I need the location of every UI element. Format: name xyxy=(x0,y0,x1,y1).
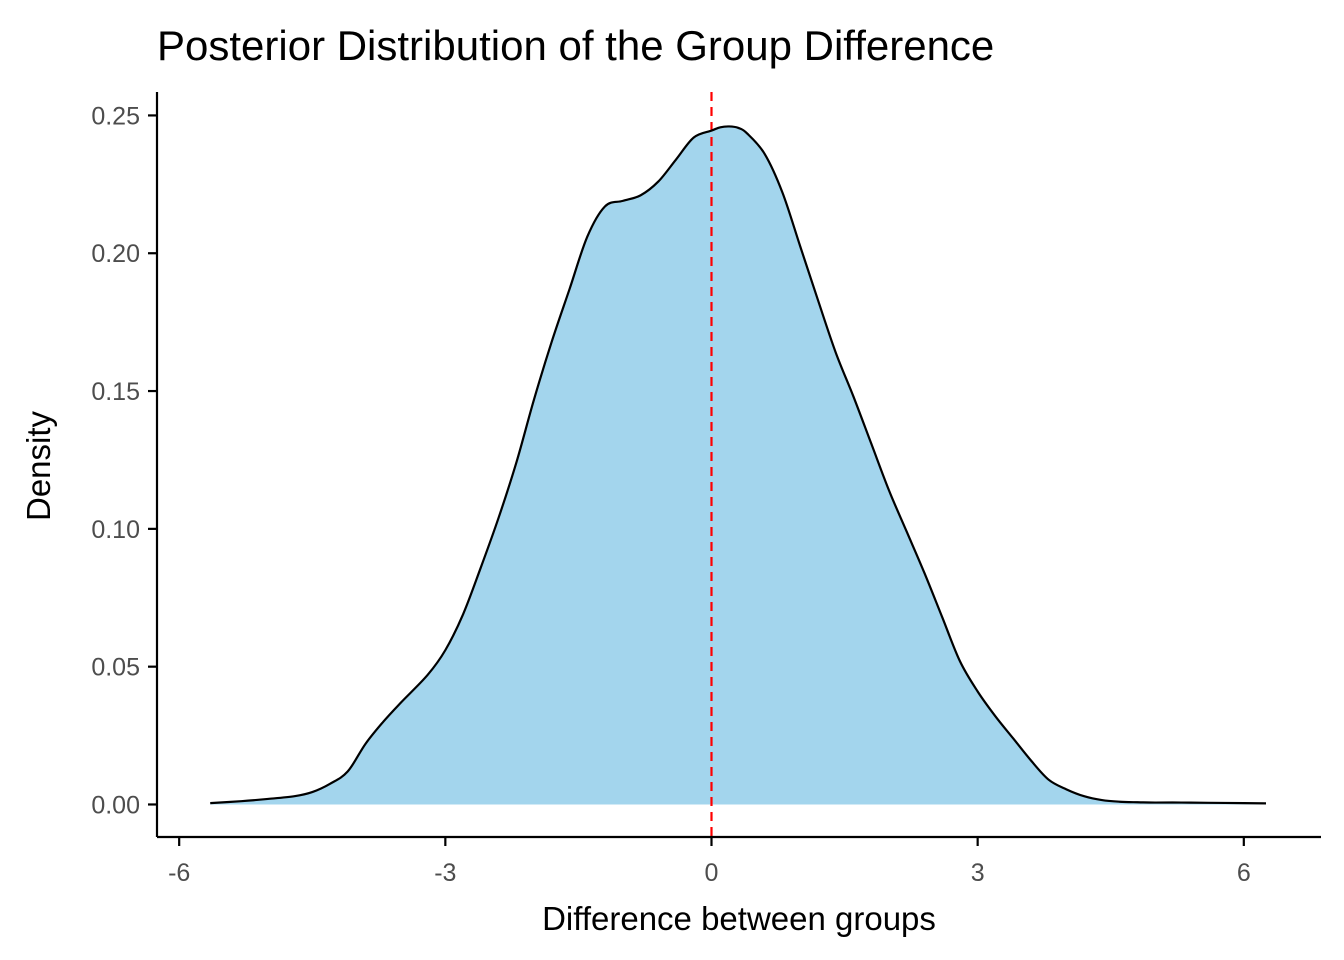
x-tick-label: 3 xyxy=(971,859,985,887)
plot-area xyxy=(210,92,1267,837)
chart-title: Posterior Distribution of the Group Diff… xyxy=(157,22,994,69)
density-curve xyxy=(210,125,1267,805)
x-ticks: -6 -3 0 3 6 xyxy=(168,837,1251,887)
x-axis-title: Difference between groups xyxy=(542,900,936,937)
y-tick-label: 0.25 xyxy=(91,102,140,130)
y-tick-label: 0.00 xyxy=(91,791,140,819)
y-ticks: 0.00 0.05 0.10 0.15 0.20 0.25 xyxy=(91,102,157,819)
y-tick-label: 0.20 xyxy=(91,240,140,268)
y-axis: 0.00 0.05 0.10 0.15 0.20 0.25 xyxy=(91,92,159,837)
x-tick-label: 6 xyxy=(1237,859,1251,887)
density-area xyxy=(210,126,1266,805)
x-axis: -6 -3 0 3 6 xyxy=(157,835,1321,887)
x-tick-label: -6 xyxy=(168,859,190,887)
x-tick-label: -3 xyxy=(434,859,456,887)
y-tick-label: 0.15 xyxy=(91,378,140,406)
x-tick-label: 0 xyxy=(705,859,719,887)
y-tick-label: 0.10 xyxy=(91,516,140,544)
y-tick-label: 0.05 xyxy=(91,654,140,682)
y-axis-title: Density xyxy=(20,410,57,521)
